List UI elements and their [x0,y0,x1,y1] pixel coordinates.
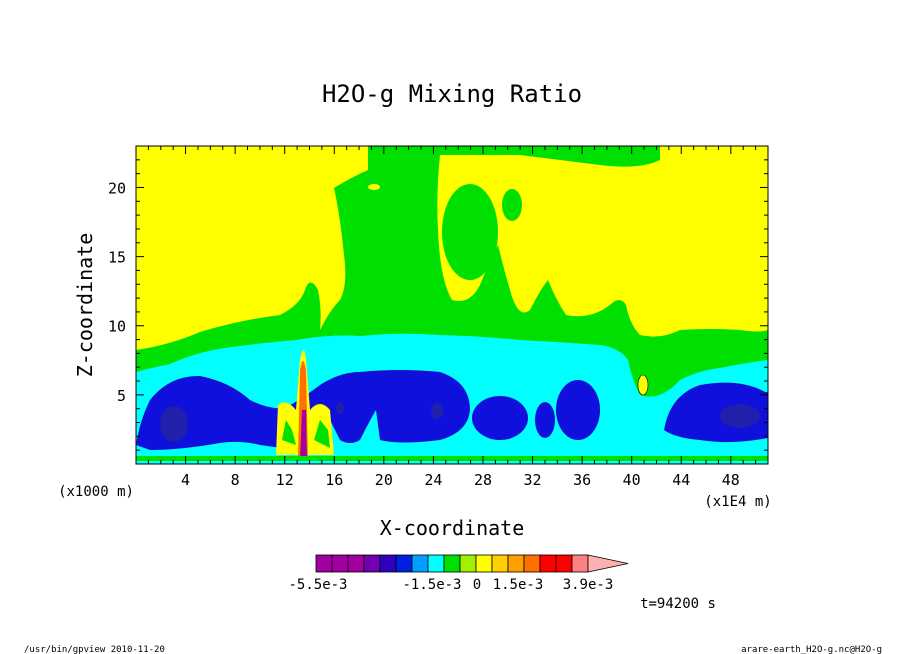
colorbar-swatch [331,554,349,573]
x-tick-label: 16 [325,471,343,489]
colorbar-arrow [587,554,629,573]
colorbar-swatch [395,554,413,573]
colorbar [315,554,629,573]
green-finger [442,184,498,280]
colorbar-label: 3.9e-3 [563,577,614,593]
x-tick-label: 40 [623,471,641,489]
colorbar-swatch [507,554,525,573]
colorbar-swatch [411,554,429,573]
colorbar-label: -5.5e-3 [288,577,347,593]
x-unit-label: (x1000 m) [58,484,134,500]
colorbar-swatch [539,554,557,573]
x-tick-label: 4 [181,471,190,489]
x-tick-label: 12 [276,471,294,489]
colorbar-swatch [555,554,573,573]
colorbar-label: -1.5e-3 [402,577,461,593]
x-tick-label: 24 [424,471,442,489]
y-axis-ticks: 5 10 15 20 [108,159,768,451]
deep-blue-core [720,404,760,428]
deep-blue-core [160,406,188,442]
colorbar-swatch [427,554,445,573]
blue-cell [535,402,555,438]
x-tick-label: 44 [672,471,690,489]
x-axis-label: X-coordinate [380,516,525,540]
colorbar-swatch [459,554,477,573]
deep-blue-core [336,402,344,414]
convective-core [282,420,296,445]
yellow-island [368,184,380,190]
x-tick-label: 48 [722,471,740,489]
x-axis-ticks: 4 8 12 16 20 24 28 32 36 40 44 48 [147,146,757,489]
green-island [502,189,522,221]
y-tick-label: 10 [108,318,126,336]
yellow-island [560,181,600,191]
y-tick-label: 15 [108,249,126,267]
colorbar-swatch [379,554,397,573]
footer-left: /usr/bin/gpview 2010-11-20 [24,645,165,654]
chart-title: H2O-g Mixing Ratio [322,80,582,108]
y-tick-label: 5 [117,387,126,405]
colorbar-label: 0 [473,577,481,593]
colorbar-swatch [475,554,493,573]
colorbar-label: 1.5e-3 [493,577,544,593]
y-axis-label: Z-coordinate [73,233,97,378]
plot-frame [135,145,769,465]
x-tick-label: 32 [524,471,542,489]
x-tick-label: 8 [231,471,240,489]
y-tick-label: 20 [108,179,126,197]
colorbar-labels: -5.5e-3 -1.5e-3 0 1.5e-3 3.9e-3 [288,577,613,593]
colorbar-swatch [315,554,333,573]
x-tick-label: 28 [474,471,492,489]
footer-right: arare-earth_H2O-g.nc@H2O-g [741,645,882,654]
bottom-band [136,456,768,464]
contour-field [136,146,768,464]
time-label: t=94200 s [640,596,716,612]
x-multiplier-label: (x1E4 m) [704,494,771,510]
bottom-band [136,461,768,464]
yellow-island [470,170,540,190]
deep-blue-core [431,403,443,419]
colorbar-swatch [363,554,381,573]
colorbar-swatch [571,554,589,573]
x-tick-label: 36 [573,471,591,489]
yellow-island [637,374,649,396]
convective-core [314,420,330,448]
colorbar-swatch [491,554,509,573]
colorbar-swatch [347,554,365,573]
colorbar-swatch [523,554,541,573]
blue-cell [556,380,600,440]
blue-cell [472,396,528,440]
x-tick-label: 20 [375,471,393,489]
convective-core [300,410,307,462]
colorbar-swatch [443,554,461,573]
